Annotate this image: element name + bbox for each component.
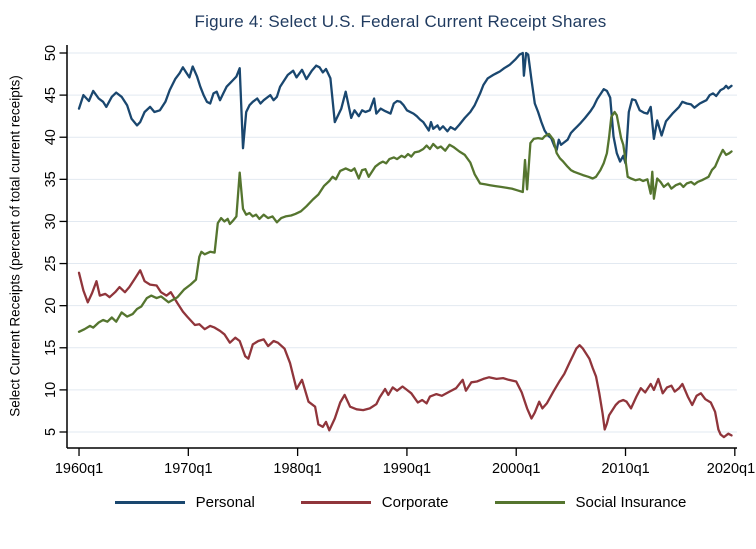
legend-label-social-insurance: Social Insurance — [575, 494, 687, 511]
y-tick-label: 30 — [43, 213, 59, 229]
x-tick-label: 1960q1 — [55, 461, 103, 477]
y-tick-label: 40 — [43, 129, 59, 145]
x-tick-label: 1970q1 — [164, 461, 212, 477]
legend-swatch-personal — [114, 501, 185, 504]
legend-item-corporate: Corporate — [300, 494, 449, 511]
y-tick-label: 35 — [43, 171, 59, 187]
chart-title: Figure 4: Select U.S. Federal Current Re… — [194, 12, 607, 31]
legend-label-personal: Personal — [195, 494, 255, 511]
series-line-corporate — [77, 269, 733, 439]
y-tick-label: 50 — [43, 45, 59, 61]
y-tick-label: 25 — [43, 255, 59, 271]
legend-label-corporate: Corporate — [381, 494, 449, 511]
legend-swatch-corporate — [300, 501, 371, 504]
x-tick-label: 2000q1 — [492, 461, 540, 477]
series-line-social-insurance — [77, 110, 733, 333]
legend: Personal Corporate Social Insurance — [45, 494, 756, 511]
x-tick-label: 1990q1 — [383, 461, 431, 477]
x-tick-label: 2010q1 — [601, 461, 649, 477]
x-tick-label: 2020q1 — [707, 461, 755, 477]
y-tick-label: 10 — [43, 382, 59, 398]
series-line-personal — [77, 51, 733, 165]
legend-item-personal: Personal — [114, 494, 255, 511]
y-tick-label: 20 — [43, 298, 59, 314]
y-tick-label: 5 — [43, 428, 59, 436]
x-tick-label: 1980q1 — [273, 461, 321, 477]
legend-swatch-social-insurance — [494, 501, 565, 504]
y-tick-label: 15 — [43, 340, 59, 356]
y-tick-label: 45 — [43, 87, 59, 103]
legend-item-social-insurance: Social Insurance — [494, 494, 687, 511]
